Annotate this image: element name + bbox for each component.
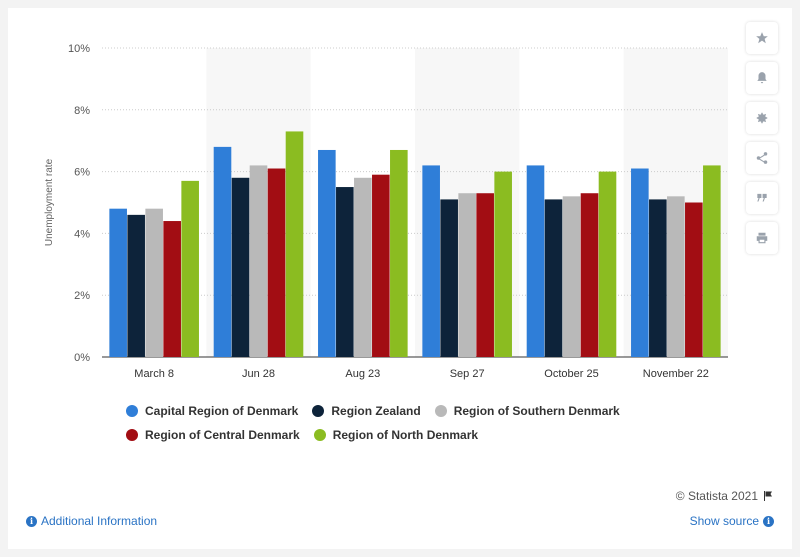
legend-label: Region of Central Denmark <box>145 428 300 442</box>
quote-icon <box>757 193 767 202</box>
gear-icon <box>756 112 768 124</box>
y-tick-label: 0% <box>74 352 90 364</box>
x-tick-label: Jun 28 <box>242 368 275 380</box>
legend-label: Region Zealand <box>331 404 421 418</box>
bar <box>649 199 667 357</box>
bar <box>109 208 127 357</box>
bar <box>127 214 145 357</box>
bar <box>267 168 286 357</box>
info-icon: i <box>26 515 37 527</box>
legend-swatch <box>434 405 447 417</box>
legend-row-1: Capital Region of Denmark Region Zealand… <box>126 404 686 418</box>
bar <box>580 193 599 357</box>
legend-label: Capital Region of Denmark <box>145 404 299 418</box>
x-tick-label: March 8 <box>134 368 174 380</box>
bar <box>231 177 250 357</box>
legend-swatch <box>312 405 325 417</box>
legend-swatch <box>313 429 326 441</box>
y-tick-label: 8% <box>74 105 90 117</box>
legend-item-north[interactable]: Region of North Denmark <box>313 428 479 442</box>
star-icon <box>756 32 768 44</box>
additional-information-link[interactable]: i Additional Information <box>26 514 157 528</box>
x-tick-label: October 25 <box>544 368 598 380</box>
bar <box>440 199 458 357</box>
x-tick-label: Sep 27 <box>450 368 485 380</box>
bar <box>336 187 354 357</box>
info-icon: i <box>763 515 774 527</box>
legend-row-2: Region of Central Denmark Region of Nort… <box>126 428 686 442</box>
cite-button[interactable] <box>746 182 778 214</box>
bar <box>354 177 372 357</box>
legend-swatch <box>126 429 138 441</box>
notification-button[interactable] <box>746 62 778 94</box>
y-tick-label: 10% <box>68 43 90 55</box>
legend-swatch <box>126 405 138 417</box>
share-icon <box>756 152 768 164</box>
settings-button[interactable] <box>746 102 778 134</box>
bar <box>390 149 408 357</box>
legend-item-zealand[interactable]: Region Zealand <box>312 404 421 418</box>
bar <box>667 196 685 357</box>
legend-label: Region of North Denmark <box>332 428 479 442</box>
show-source-label: Show source <box>689 514 759 528</box>
bar <box>458 193 476 357</box>
bar <box>703 165 721 357</box>
x-tick-label: November 22 <box>643 368 709 380</box>
legend-item-southern[interactable]: Region of Southern Denmark <box>434 404 620 418</box>
y-tick-label: 4% <box>74 228 90 240</box>
additional-information-label: Additional Information <box>41 514 158 528</box>
legend: Capital Region of Denmark Region Zealand… <box>126 404 686 452</box>
y-axis-label: Unemployment rate <box>44 158 55 246</box>
bar <box>544 199 563 357</box>
bar <box>422 165 440 357</box>
bar <box>372 174 390 357</box>
print-button[interactable] <box>746 222 778 254</box>
bar <box>145 208 163 357</box>
bar <box>526 165 545 357</box>
bar <box>249 165 268 357</box>
legend-label: Region of Southern Denmark <box>453 404 620 418</box>
bar <box>163 221 181 357</box>
share-button[interactable] <box>746 142 778 174</box>
chart-toolbar <box>746 22 778 254</box>
credit-text: © Statista 2021 <box>675 489 758 503</box>
bar <box>318 149 336 357</box>
bar-chart: 0% 2% 4% 6% 8% 10% Unemployment rate March 8 Jun… <box>44 43 728 380</box>
bell-icon <box>757 72 767 84</box>
legend-item-capital[interactable]: Capital Region of Denmark <box>126 404 298 418</box>
bar <box>213 146 232 357</box>
bar <box>598 171 617 357</box>
bar <box>181 180 199 357</box>
bar <box>631 168 649 357</box>
bar <box>476 193 494 357</box>
print-icon <box>756 232 768 244</box>
favorite-button[interactable] <box>746 22 778 54</box>
show-source-link[interactable]: Show source i <box>690 514 774 528</box>
bar <box>494 171 512 357</box>
chart-card: 0% 2% 4% 6% 8% 10% Unemployment rate March 8 Jun… <box>8 8 792 549</box>
statista-credit[interactable]: © Statista 2021 <box>676 489 774 503</box>
bar <box>285 131 304 357</box>
bar <box>685 202 703 357</box>
legend-item-central[interactable]: Region of Central Denmark <box>126 428 300 442</box>
bar <box>562 196 581 357</box>
y-tick-label: 2% <box>74 290 90 302</box>
flag-icon <box>764 491 772 501</box>
y-tick-label: 6% <box>74 167 90 179</box>
x-tick-label: Aug 23 <box>345 368 380 380</box>
